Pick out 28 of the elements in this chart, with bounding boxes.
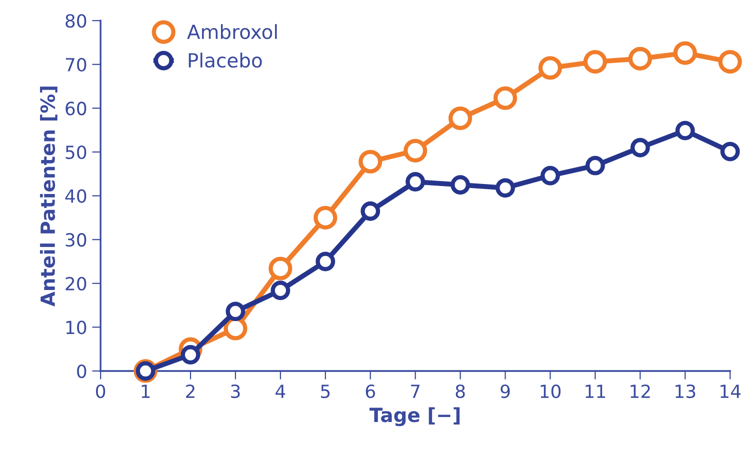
y-tick-label: 0 [77,364,86,378]
y-tick-label: 30 [66,233,86,247]
x-tick-label: 4 [276,384,286,398]
y-axis-title: Anteil Patienten [%] [40,86,58,307]
x-tick-label: 11 [586,384,606,398]
x-axis-title: Tage [−] [370,407,460,426]
y-tick-label: 50 [66,145,86,160]
x-tick-label: 7 [411,384,420,398]
x-tick-label: 10 [540,384,561,398]
y-tick-label: 40 [65,189,86,203]
x-tick-label: 8 [456,384,465,398]
y-tick-label: 10 [66,320,86,334]
x-tick-label: 13 [676,384,696,398]
x-tick-label: 9 [500,384,510,398]
legend-label: Ambroxol [187,24,277,40]
x-tick-label: 5 [321,384,330,398]
y-tick-label: 80 [66,14,86,28]
y-tick-label: 60 [66,102,86,116]
x-tick-label: 12 [630,384,650,398]
x-tick-label: 6 [366,384,375,398]
x-tick-label: 3 [231,384,240,398]
x-tick-label: 14 [720,384,741,398]
x-tick-label: 0 [96,384,106,398]
x-tick-label: 1 [142,384,150,398]
y-tick-label: 20 [66,276,86,291]
x-tick-label: 2 [186,384,194,398]
y-tick-label: 70 [66,58,86,72]
legend-label: Placebo [188,52,262,68]
